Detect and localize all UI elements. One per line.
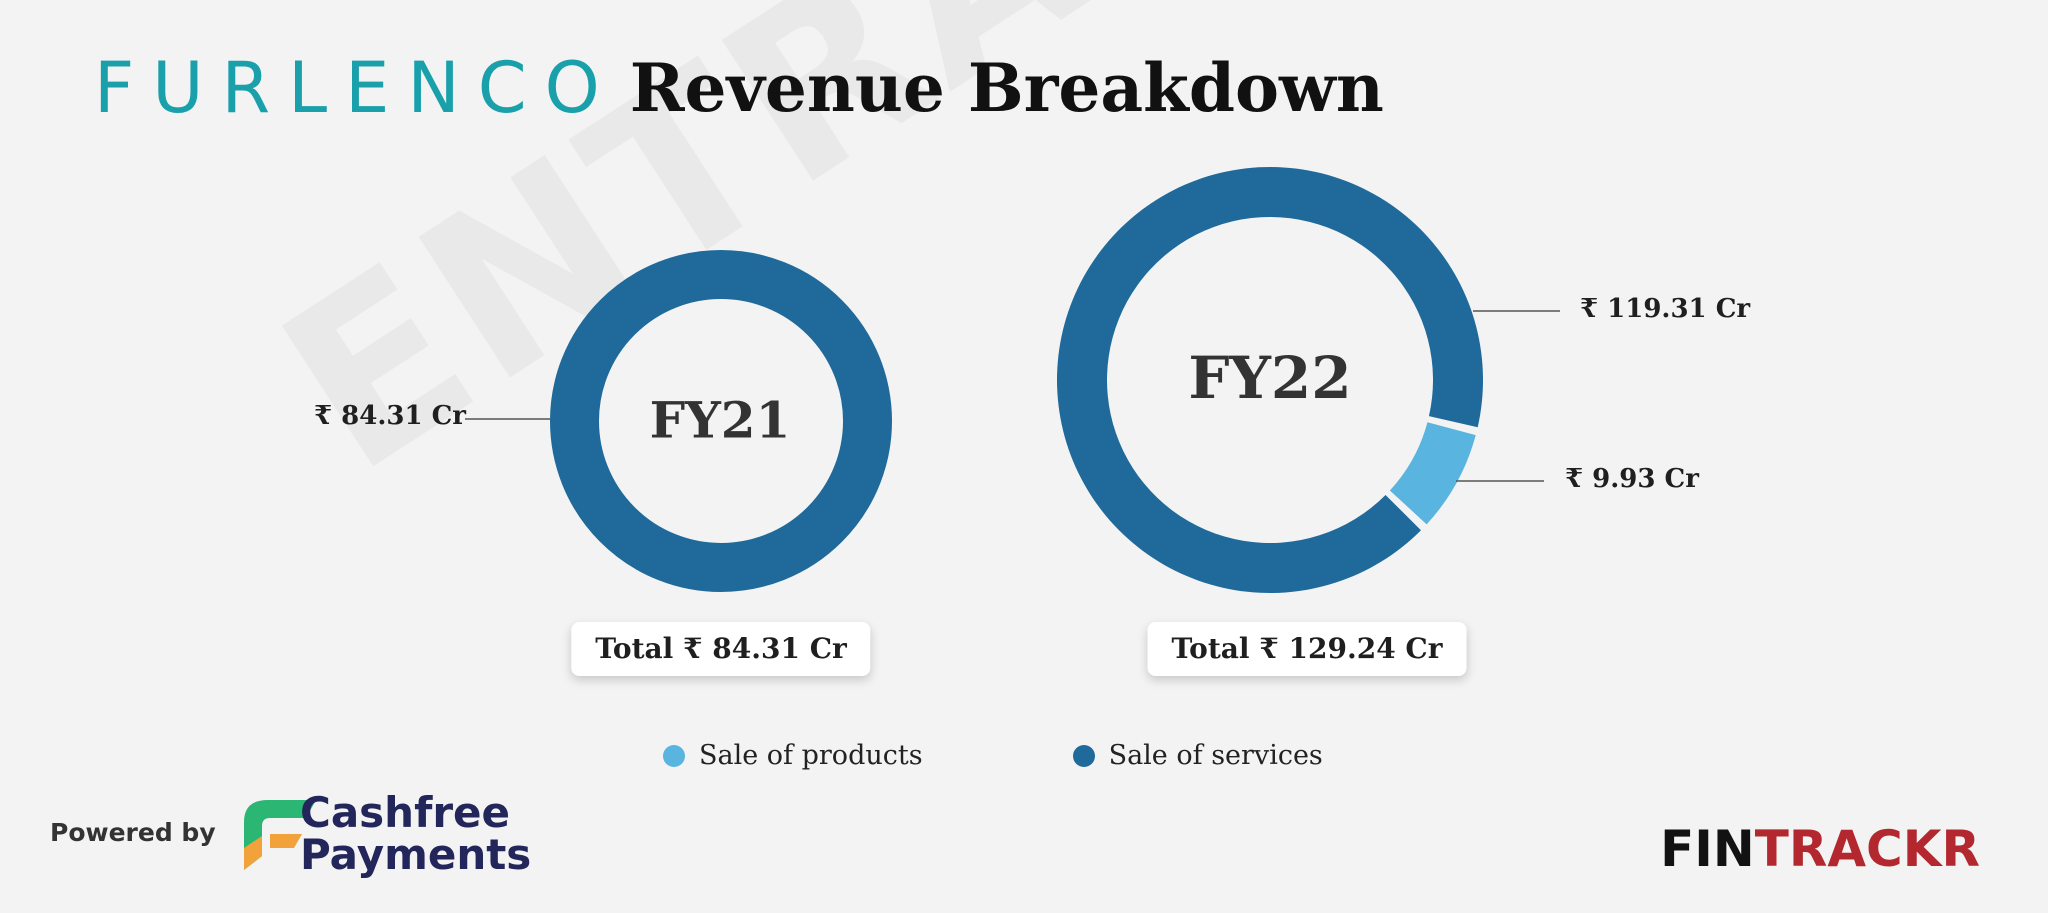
cashfree-wordmark: Cashfree Payments [300, 792, 531, 876]
header: FURLENCO Revenue Breakdown [94, 38, 1384, 138]
legend-label-services: Sale of services [1108, 740, 1323, 771]
cashfree-line2: Payments [300, 830, 532, 879]
legend-item-services: Sale of services [1072, 740, 1323, 771]
cashfree-line1: Cashfree [300, 788, 511, 837]
legend-item-products: Sale of products [663, 740, 923, 771]
fintrackr-fin: FIN [1660, 820, 1755, 878]
fy21-services-label: ₹ 84.31 Cr [314, 401, 467, 431]
fy22-center-label: FY22 [1188, 344, 1352, 412]
cashfree-logo-icon [244, 800, 316, 870]
fintrackr-logo: FINTRACKR [1660, 820, 1980, 878]
legend-dot-products [663, 744, 685, 767]
powered-by-text: Powered by [50, 818, 216, 847]
legend-label-products: Sale of products [699, 740, 923, 771]
fintrackr-trackr: TRACKR [1754, 820, 1980, 878]
fy22-products-label: ₹ 9.93 Cr [1565, 464, 1699, 494]
fy21-slice-services [550, 250, 892, 592]
fy21-total-box: Total ₹ 84.31 Cr [571, 622, 871, 676]
fy21-center-label: FY21 [649, 390, 791, 450]
brand-logo: FURLENCO [94, 47, 618, 129]
legend: Sale of products Sale of services [663, 740, 1473, 771]
page-title: Revenue Breakdown [629, 49, 1384, 127]
legend-dot-services [1072, 744, 1095, 767]
fy22-total-box: Total ₹ 129.24 Cr [1147, 622, 1467, 676]
fy22-services-label: ₹ 119.31 Cr [1580, 294, 1751, 324]
fy22-slice-products [1389, 422, 1476, 525]
